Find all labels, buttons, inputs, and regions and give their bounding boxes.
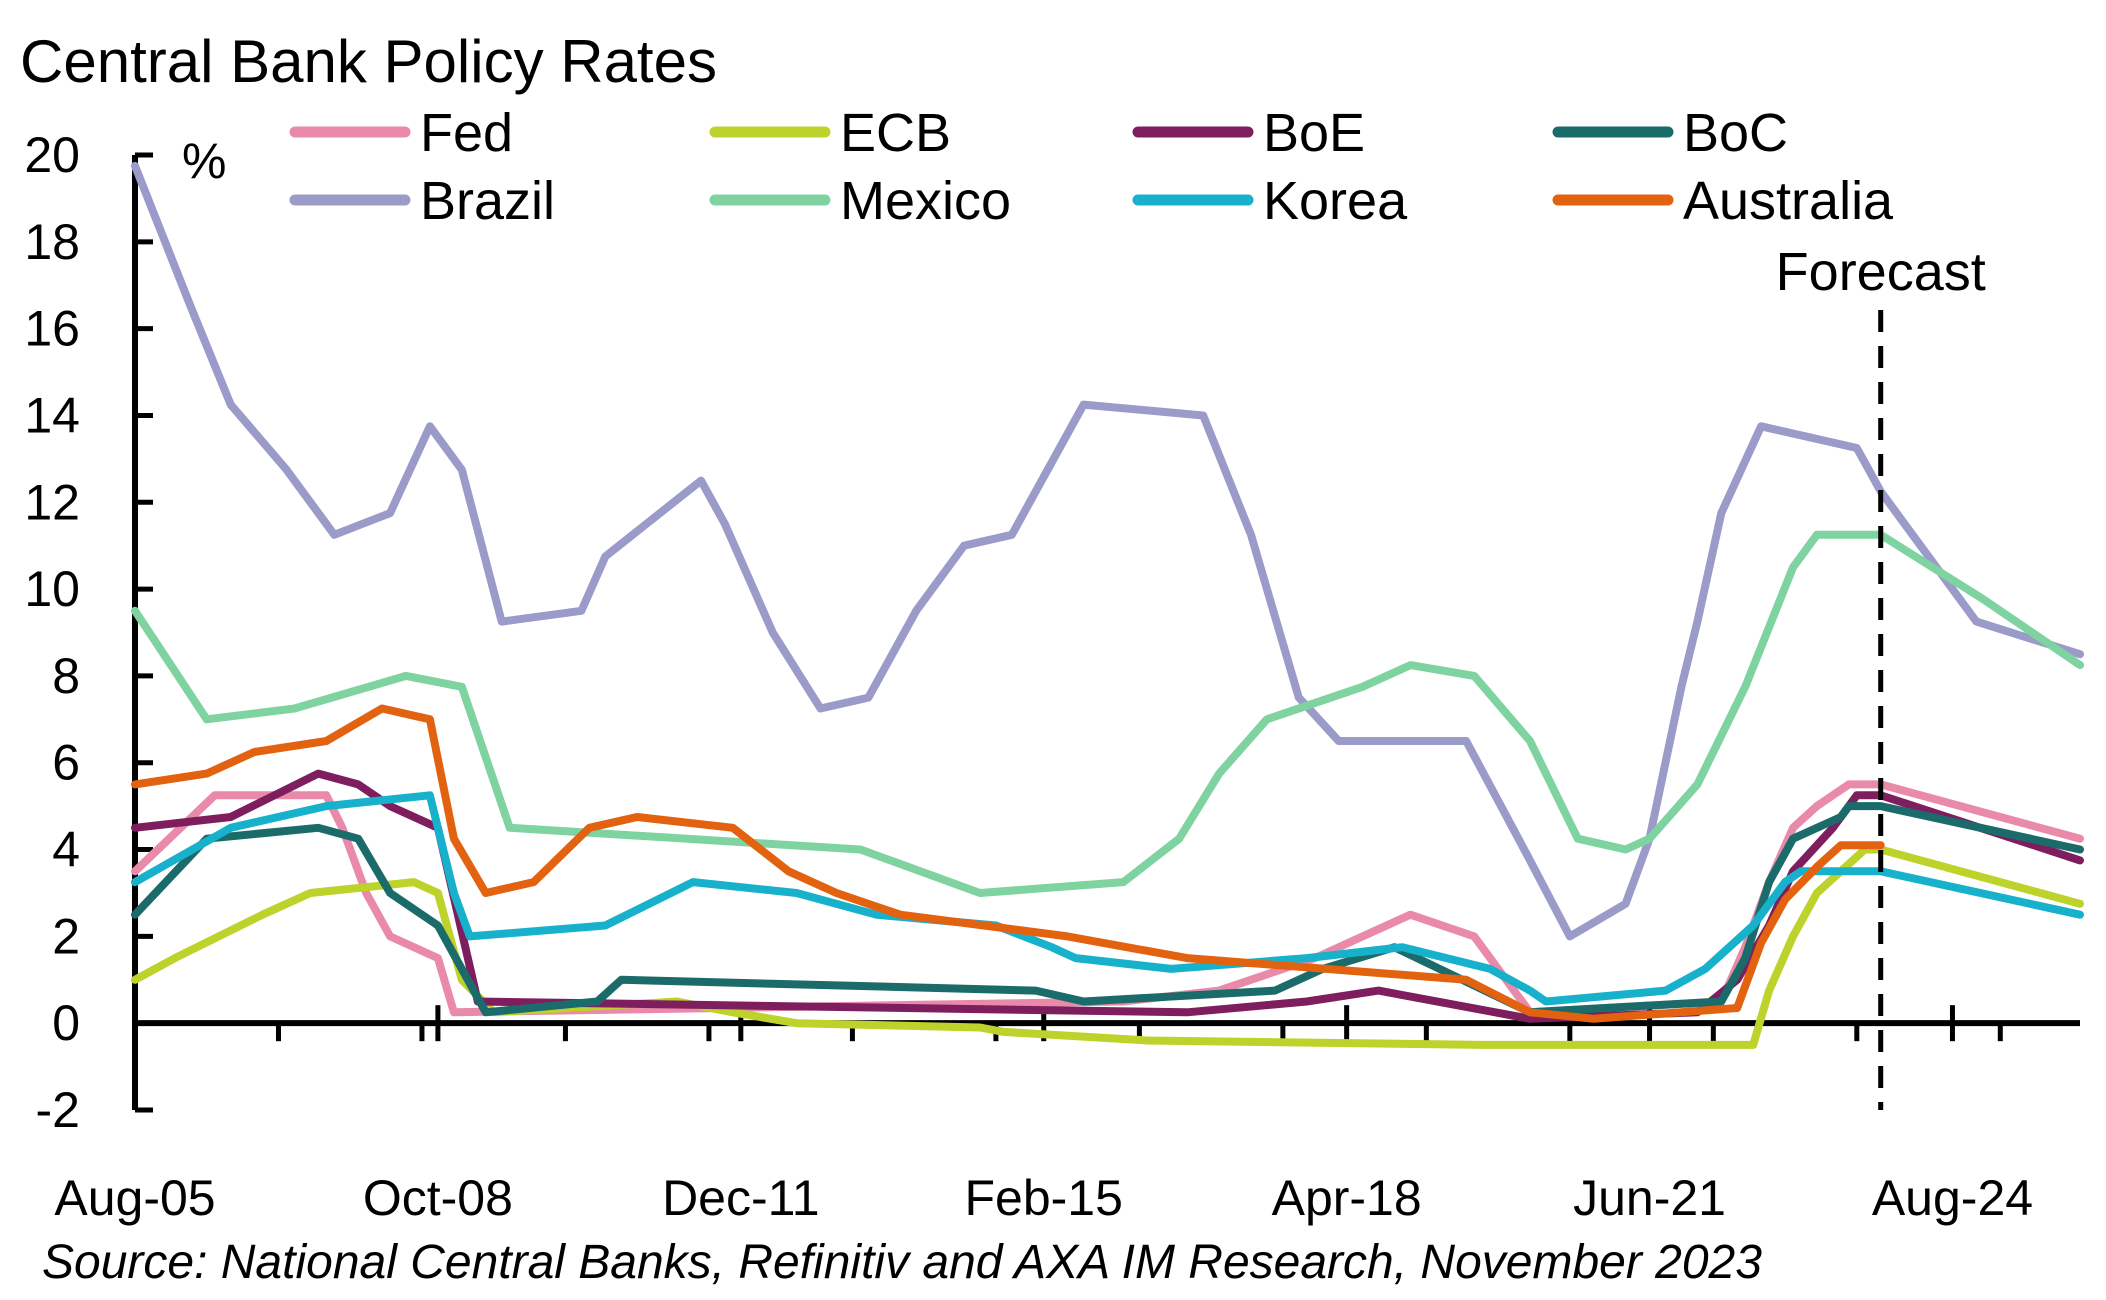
series-line-boc bbox=[131, 802, 2084, 1017]
x-tick-label: Feb-15 bbox=[965, 1170, 1123, 1226]
x-tick-label: Dec-11 bbox=[662, 1170, 819, 1226]
forecast-marker: Forecast bbox=[1776, 242, 1986, 1110]
series-lines bbox=[131, 161, 2084, 1049]
x-tick-label: Aug-05 bbox=[54, 1170, 215, 1226]
series-line-mexico bbox=[131, 530, 2084, 897]
legend: Fed ECB BoE BoC Brazil Mexico Korea Australia bbox=[289, 103, 1894, 231]
legend-label-korea: Korea bbox=[1263, 171, 1408, 231]
series-line-brazil bbox=[131, 161, 2084, 941]
y-tick-label: 8 bbox=[52, 648, 80, 704]
source-note: Source: National Central Banks, Refiniti… bbox=[42, 1236, 1762, 1289]
y-tick-label: -2 bbox=[36, 1082, 80, 1138]
legend-label-ecb: ECB bbox=[840, 103, 951, 163]
y-tick-label: 18 bbox=[24, 214, 80, 270]
chart-title: Central Bank Policy Rates bbox=[20, 28, 717, 95]
legend-label-brazil: Brazil bbox=[420, 171, 555, 231]
series-line-boe bbox=[131, 769, 2084, 1023]
x-tick-label: Jun-21 bbox=[1573, 1170, 1726, 1226]
legend-label-mexico: Mexico bbox=[840, 171, 1011, 231]
legend-label-boc: BoC bbox=[1683, 103, 1788, 163]
series-line-australia bbox=[131, 704, 1885, 1023]
series-line-ecb bbox=[131, 845, 2084, 1049]
y-axis-unit-label: % bbox=[182, 133, 226, 189]
y-tick-label: 10 bbox=[24, 561, 80, 617]
forecast-label: Forecast bbox=[1776, 242, 1986, 302]
x-tick-label: Aug-24 bbox=[1872, 1170, 2033, 1226]
y-tick-label: 2 bbox=[52, 908, 80, 964]
x-tick-label: Apr-18 bbox=[1272, 1170, 1422, 1226]
legend-label-australia: Australia bbox=[1683, 171, 1894, 231]
axes: -2 0 2 4 6 8 10 12 14 16 18 20 Aug-05 Oct-08 Dec-11 Feb… bbox=[24, 127, 2080, 1226]
y-tick-label: 14 bbox=[24, 387, 80, 443]
x-tick-label: Oct-08 bbox=[363, 1170, 513, 1226]
series-line-korea bbox=[131, 791, 2084, 1006]
y-tick-label: 0 bbox=[52, 995, 80, 1051]
legend-label-boe: BoE bbox=[1263, 103, 1365, 163]
y-tick-label: 12 bbox=[24, 474, 80, 530]
y-tick-label: 16 bbox=[24, 301, 80, 357]
y-tick-label: 4 bbox=[52, 822, 80, 878]
series-line-fed bbox=[131, 780, 2084, 1017]
legend-label-fed: Fed bbox=[420, 103, 513, 163]
y-tick-label: 20 bbox=[24, 127, 80, 183]
y-tick-label: 6 bbox=[52, 735, 80, 791]
